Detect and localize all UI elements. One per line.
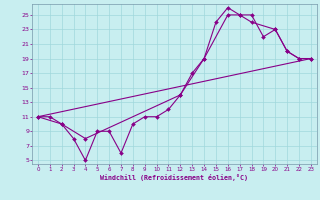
- X-axis label: Windchill (Refroidissement éolien,°C): Windchill (Refroidissement éolien,°C): [100, 174, 248, 181]
